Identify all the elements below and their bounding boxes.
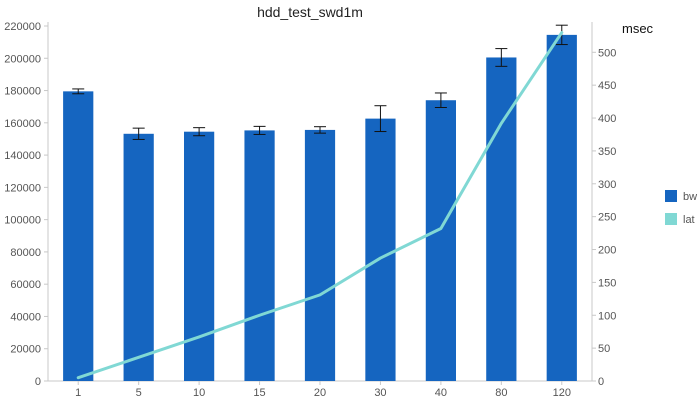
left-tick-label: 200000 [4, 53, 41, 65]
bw-bar [63, 91, 94, 382]
x-tick-label: 10 [193, 387, 205, 399]
right-tick-label: 300 [598, 179, 616, 191]
right-tick-label: 350 [598, 146, 616, 158]
x-axis: 1 5 10 15 20 30 40 80 120 [48, 380, 592, 399]
bw-bar [244, 130, 275, 381]
x-tick-label: 15 [253, 387, 265, 399]
left-tick-label: 160000 [4, 118, 41, 130]
x-tick-label: 20 [314, 387, 326, 399]
left-tick-label: 140000 [4, 150, 41, 162]
bars [63, 34, 577, 382]
bw-bar [123, 133, 154, 381]
bw-bar [304, 129, 336, 381]
lat-line [76, 31, 564, 380]
legend[interactable]: bw lat [665, 190, 697, 226]
right-axis-unit: msec [622, 21, 654, 36]
right-tick-label: 250 [598, 212, 616, 224]
x-tick-label: 120 [553, 387, 571, 399]
right-tick-label: 150 [598, 277, 616, 289]
left-tick-label: 40000 [10, 311, 41, 323]
bw-bar [486, 57, 517, 381]
bw-bar [425, 100, 456, 382]
legend-swatch [665, 213, 677, 225]
legend-label: lat [683, 214, 695, 226]
left-tick-label: 220000 [4, 21, 41, 33]
left-tick-label: 80000 [10, 247, 41, 259]
latency-line [76, 31, 564, 380]
legend-item-bw[interactable]: bw [665, 190, 697, 203]
left-tick-label: 60000 [10, 279, 41, 291]
bw-bar [365, 118, 396, 381]
left-tick-label: 180000 [4, 86, 41, 98]
right-tick-label: 500 [598, 47, 616, 59]
legend-item-lat[interactable]: lat [665, 213, 695, 226]
x-tick-label: 80 [495, 387, 507, 399]
error-bars [72, 24, 568, 140]
x-tick-label: 5 [136, 387, 142, 399]
legend-swatch [665, 190, 677, 202]
left-tick-label: 100000 [4, 215, 41, 227]
legend-label: bw [683, 191, 697, 203]
x-tick-label: 1 [75, 387, 81, 399]
right-tick-label: 450 [598, 80, 616, 92]
x-tick-label: 40 [435, 387, 447, 399]
x-tick-label: 30 [374, 387, 386, 399]
right-tick-label: 0 [598, 376, 604, 388]
left-tick-label: 0 [35, 376, 41, 388]
left-axis: 0 20000 40000 60000 80000 100000 120000 140000 1… [4, 21, 49, 388]
left-tick-label: 20000 [10, 344, 41, 356]
bw-bar [546, 34, 577, 381]
bw-bar [184, 131, 215, 381]
right-tick-label: 200 [598, 245, 616, 257]
right-tick-label: 100 [598, 310, 616, 322]
left-tick-label: 120000 [4, 182, 41, 194]
right-tick-label: 400 [598, 113, 616, 125]
right-axis: 0 50 100 150 200 250 300 350 400 450 500 [591, 22, 616, 388]
right-tick-label: 50 [598, 343, 610, 355]
chart-title: hdd_test_swd1m [257, 4, 363, 20]
